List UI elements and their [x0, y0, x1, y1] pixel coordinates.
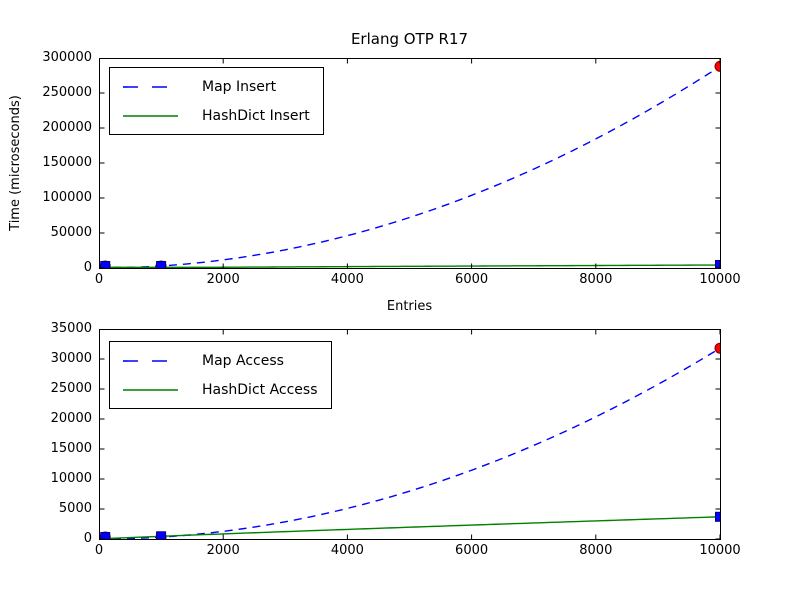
x-axis-label: Entries — [386, 299, 433, 314]
series-line-hashdict-insert — [99, 264, 721, 268]
subplot-insert: Map Insert HashDict Insert 0 50000 100000 1… — [42, 50, 740, 287]
y-tick-label-0: 0 — [83, 531, 92, 546]
plot-canvas — [99, 58, 721, 269]
x-tick-label-6000: 6000 — [455, 543, 489, 558]
y-tick-label-300000: 300000 — [42, 50, 92, 65]
y-tick-label-35000: 35000 — [50, 321, 92, 336]
legend-entry-hashdict-insert: HashDict Insert — [123, 104, 310, 127]
x-tick-label-10000: 10000 — [699, 543, 741, 558]
marker-square-hashdict-access — [100, 532, 111, 540]
plot-canvas — [99, 329, 721, 540]
x-tick-label-8000: 8000 — [579, 543, 613, 558]
y-tick-label-5000: 5000 — [58, 501, 92, 516]
legend-label-map-access: Map Access — [202, 352, 284, 369]
legend-entry-hashdict-access: HashDict Access — [123, 378, 318, 401]
y-tick-label-50000: 50000 — [50, 225, 92, 240]
x-tick-label-10000: 10000 — [699, 272, 741, 287]
legend-label-hashdict-access: HashDict Access — [202, 381, 318, 398]
legend-entry-map-insert: Map Insert — [123, 75, 310, 98]
series-line-map-access — [99, 347, 721, 539]
y-tick-label-20000: 20000 — [50, 411, 92, 426]
y-tick-label-250000: 250000 — [42, 85, 92, 100]
subplot-access: Map Access HashDict Access 0 5000 10000 150… — [51, 321, 741, 558]
x-tick-label-4000: 4000 — [330, 272, 364, 287]
x-tick-label-0: 0 — [94, 543, 104, 558]
x-tick-label-6000: 6000 — [455, 272, 489, 287]
axes-spines — [99, 329, 721, 540]
y-tick-label-200000: 200000 — [42, 120, 92, 135]
x-tick-label-2000: 2000 — [206, 272, 240, 287]
marker-square-hashdict-insert — [100, 261, 111, 269]
legend-label-hashdict-insert: HashDict Insert — [202, 107, 310, 124]
x-tick-label-8000: 8000 — [579, 272, 613, 287]
y-tick-label-150000: 150000 — [42, 155, 92, 170]
series-line-map-insert — [99, 65, 721, 268]
map-insert-line-sample-icon — [123, 85, 178, 88]
y-tick-label-10000: 10000 — [50, 471, 92, 486]
marker-square-hashdict-access — [156, 531, 167, 540]
marker-square-hashdict-insert — [156, 261, 167, 269]
legend-label-map-insert: Map Insert — [202, 78, 277, 95]
y-tick-label-25000: 25000 — [50, 381, 92, 396]
chart-title: Erlang OTP R17 — [350, 30, 469, 48]
x-tick-label-4000: 4000 — [330, 543, 364, 558]
y-tick-label-30000: 30000 — [50, 351, 92, 366]
hashdict-access-line-sample-icon — [123, 388, 178, 391]
x-tick-label-2000: 2000 — [206, 543, 240, 558]
y-tick-label-100000: 100000 — [42, 190, 92, 205]
legend-insert: Map Insert HashDict Insert — [109, 67, 324, 135]
legend-access: Map Access HashDict Access — [109, 341, 332, 409]
x-tick-label-0: 0 — [94, 272, 104, 287]
y-tick-label-15000: 15000 — [50, 441, 92, 456]
series-line-hashdict-access — [99, 516, 721, 539]
hashdict-insert-line-sample-icon — [123, 114, 178, 117]
map-access-line-sample-icon — [123, 359, 178, 362]
legend-entry-map-access: Map Access — [123, 349, 318, 372]
y-tick-label-0: 0 — [83, 260, 92, 275]
